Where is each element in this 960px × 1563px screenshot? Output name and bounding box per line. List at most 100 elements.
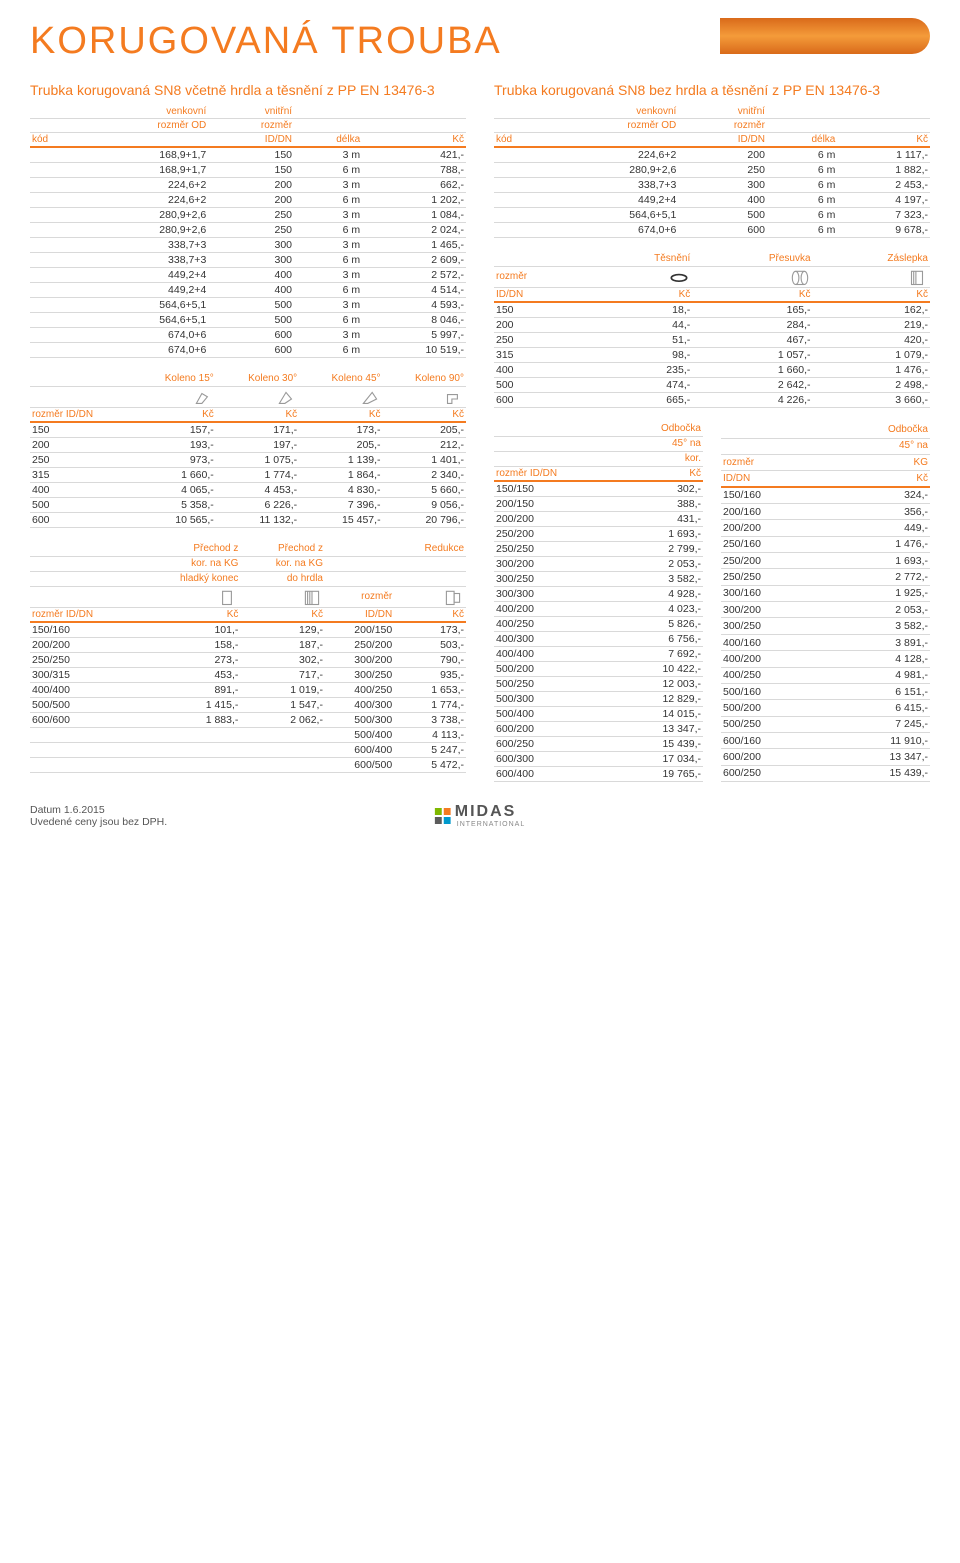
hdr: Přesuvka: [692, 252, 812, 267]
cell: 4 453,-: [216, 483, 299, 498]
hdr: Kč: [587, 288, 693, 303]
hdr: ID/DN: [208, 133, 294, 148]
table-row: 25051,-467,-420,-: [494, 333, 930, 348]
table-row: 600/5005 472,-: [30, 758, 466, 773]
cell: [30, 743, 137, 758]
cell: 3 m: [294, 238, 362, 253]
cell: 250: [494, 333, 587, 348]
hdr: Kč: [823, 471, 930, 487]
cell: 449,2+4: [79, 268, 208, 283]
cell: 300/250: [494, 572, 619, 587]
table-row: 400/2004 128,-: [721, 651, 930, 667]
cell: 500: [678, 208, 767, 223]
cell: 1 117,-: [837, 147, 930, 163]
cell: 600/600: [30, 713, 137, 728]
koleno-90-icon: [442, 388, 464, 406]
table-row: 500/5001 415,-1 547,-400/3001 774,-: [30, 698, 466, 713]
koleno-45-icon: [359, 388, 381, 406]
table-row: 200/200158,-187,-250/200503,-: [30, 638, 466, 653]
hdr: ID/DN: [325, 608, 394, 623]
cell: 1 476,-: [813, 363, 930, 378]
cell: 6 m: [294, 313, 362, 328]
cell: 564,6+5,1: [79, 298, 208, 313]
table-row: 300/2503 582,-: [721, 618, 930, 634]
table-row: 150/150302,-: [494, 481, 703, 497]
cell: 400: [208, 283, 294, 298]
cell: 1 401,-: [383, 453, 466, 468]
cell: 250/160: [721, 536, 823, 552]
cell: 600/400: [325, 743, 394, 758]
cell: 600/200: [494, 722, 619, 737]
cell: 284,-: [692, 318, 812, 333]
hdr: rozměr OD: [79, 119, 208, 133]
table-row: 250/2001 693,-: [721, 553, 930, 569]
cell: 11 132,-: [216, 513, 299, 528]
table-row: 200/160356,-: [721, 503, 930, 519]
tpz-table: Těsnění Přesuvka Záslepka rozměr ID/DN K…: [494, 252, 930, 408]
table-row: 500/30012 829,-: [494, 692, 703, 707]
cell: [30, 298, 79, 313]
cell: 324,-: [823, 487, 930, 504]
cell: 15 457,-: [299, 513, 382, 528]
cell: [30, 223, 79, 238]
cell: 674,0+6: [545, 223, 679, 238]
hdr: Kč: [216, 408, 299, 423]
table-row: 4004 065,-4 453,-4 830,-5 660,-: [30, 483, 466, 498]
cell: 1 057,-: [692, 348, 812, 363]
cell: 400/200: [494, 602, 619, 617]
hdr: kor.: [619, 452, 703, 467]
hdr: Kč: [362, 133, 466, 148]
cell: 600/160: [721, 732, 823, 748]
cell: 564,6+5,1: [545, 208, 679, 223]
cell: 98,-: [587, 348, 693, 363]
cell: 1 653,-: [394, 683, 466, 698]
cell: 500/160: [721, 683, 823, 699]
cell: [494, 178, 545, 193]
cell: [30, 328, 79, 343]
table-row: 500/20010 422,-: [494, 662, 703, 677]
cell: 600: [208, 343, 294, 358]
cell: 150: [30, 422, 132, 438]
cell: 6 m: [294, 253, 362, 268]
hdr: Kč: [394, 608, 466, 623]
table-row: 600/6001 883,-2 062,-500/3003 738,-: [30, 713, 466, 728]
cell: 205,-: [299, 438, 382, 453]
table-row: 449,2+44006 m4 514,-: [30, 283, 466, 298]
cell: [30, 313, 79, 328]
cell: 250/250: [721, 569, 823, 585]
table-row: 168,9+1,71506 m788,-: [30, 163, 466, 178]
cell: 300/200: [494, 557, 619, 572]
hdr: ID/DN: [721, 471, 823, 487]
prechod-table: Přechod z Přechod z Redukce kor. na KG k…: [30, 542, 466, 773]
cell: 11 910,-: [823, 732, 930, 748]
cell: 280,9+2,6: [545, 163, 679, 178]
cell: 1 075,-: [216, 453, 299, 468]
cell: 15 439,-: [823, 765, 930, 781]
right-pipe-table: venkovní vnitřní rozměr OD rozměr kód ID…: [494, 105, 930, 238]
cell: 2 053,-: [619, 557, 703, 572]
cell: 1 476,-: [823, 536, 930, 552]
cell: 400/400: [30, 683, 137, 698]
table-row: 500/40014 015,-: [494, 707, 703, 722]
table-row: 250/2001 693,-: [494, 527, 703, 542]
cell: 12 829,-: [619, 692, 703, 707]
logo-icon: [435, 808, 451, 824]
table-row: 500/25012 003,-: [494, 677, 703, 692]
odbocka-pair: Odbočka 45° na kor. rozměr ID/DN Kč 150/…: [494, 422, 930, 782]
cell: 18,-: [587, 302, 693, 318]
hdr: rozměr: [721, 454, 823, 470]
cell: 19 765,-: [619, 767, 703, 782]
cell: [494, 208, 545, 223]
cell: 250: [208, 223, 294, 238]
hdr: Kč: [137, 608, 240, 623]
cell: 300/160: [721, 585, 823, 601]
hdr: délka: [767, 133, 837, 148]
cell: 3 m: [294, 328, 362, 343]
cell: 3 891,-: [823, 634, 930, 650]
table-row: 250/1601 476,-: [721, 536, 930, 552]
table-row: 31598,-1 057,-1 079,-: [494, 348, 930, 363]
cell: 9 678,-: [837, 223, 930, 238]
table-row: 200/200431,-: [494, 512, 703, 527]
cell: 300/200: [325, 653, 394, 668]
table-row: 300/2002 053,-: [494, 557, 703, 572]
